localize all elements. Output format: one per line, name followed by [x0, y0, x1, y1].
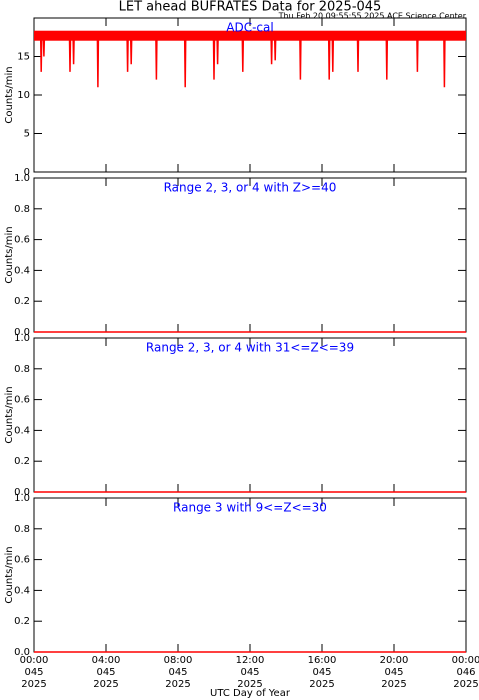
panel-label: Range 2, 3, or 4 with 31<=Z<=39 [146, 341, 354, 355]
y-tick-label: 1.0 [14, 333, 30, 344]
x-tick-year: 2025 [93, 679, 118, 690]
x-tick-day: 045 [96, 667, 115, 678]
y-axis-label: Counts/min [4, 546, 15, 603]
x-tick-day: 045 [384, 667, 403, 678]
x-tick-day: 045 [24, 667, 43, 678]
y-tick-label: 0.6 [14, 235, 30, 246]
y-tick-label: 0.8 [14, 364, 30, 375]
y-tick-label: 0 [24, 167, 30, 178]
x-tick-label: 04:00 [92, 655, 121, 666]
plot-frame [33, 337, 467, 493]
y-tick-label: 0.4 [14, 265, 30, 276]
y-tick-label: 0.4 [14, 425, 30, 436]
x-tick-year: 2025 [237, 679, 262, 690]
x-tick-year: 2025 [453, 679, 478, 690]
y-tick-label: 0.8 [14, 204, 30, 215]
panel-label: Range 3 with 9<=Z<=30 [173, 501, 327, 515]
chart-title: LET ahead BUFRATES Data for 2025-045 [119, 0, 382, 15]
y-tick-label: 0.0 [14, 327, 30, 338]
y-tick-label: 1.0 [14, 493, 30, 504]
y-tick-label: 0.6 [14, 555, 30, 566]
x-tick-day: 045 [240, 667, 259, 678]
y-tick-label: 0.2 [14, 616, 30, 627]
y-tick-label: 15 [17, 52, 30, 63]
y-axis-label: Counts/min [4, 226, 15, 283]
y-tick-label: 5 [24, 129, 30, 140]
x-tick-label: 00:00 [452, 655, 479, 666]
panel-label: Range 2, 3, or 4 with Z>=40 [164, 181, 337, 195]
x-tick-label: 20:00 [380, 655, 409, 666]
x-tick-year: 2025 [381, 679, 406, 690]
x-tick-day: 045 [168, 667, 187, 678]
x-tick-label: 00:00 [20, 655, 49, 666]
y-tick-label: 1.0 [14, 173, 30, 184]
x-tick-day: 045 [312, 667, 331, 678]
x-tick-year: 2025 [21, 679, 46, 690]
x-tick-year: 2025 [165, 679, 190, 690]
x-tick-label: 16:00 [308, 655, 337, 666]
y-axis-label: Counts/min [4, 386, 15, 443]
y-tick-label: 0.0 [14, 647, 30, 658]
y-axis-label: Counts/min [4, 66, 15, 123]
data-line [34, 34, 466, 88]
y-tick-label: 0.8 [14, 524, 30, 535]
y-tick-label: 0.4 [14, 585, 30, 596]
y-tick-label: 10 [17, 90, 30, 101]
y-tick-label: 0.6 [14, 395, 30, 406]
x-axis-label: UTC Day of Year [210, 688, 291, 699]
plot-frame [33, 177, 467, 333]
timestamp: Thu Feb 20 09:55:55 2025 ACE Science Cen… [278, 12, 467, 21]
panel-label: ADC-cal [226, 21, 273, 35]
plot-frame [33, 497, 467, 653]
x-tick-day: 046 [456, 667, 475, 678]
x-tick-label: 08:00 [164, 655, 193, 666]
y-tick-label: 0.2 [14, 456, 30, 467]
y-tick-label: 0.0 [14, 487, 30, 498]
y-tick-label: 0.2 [14, 296, 30, 307]
x-tick-label: 12:00 [236, 655, 265, 666]
x-tick-year: 2025 [309, 679, 334, 690]
